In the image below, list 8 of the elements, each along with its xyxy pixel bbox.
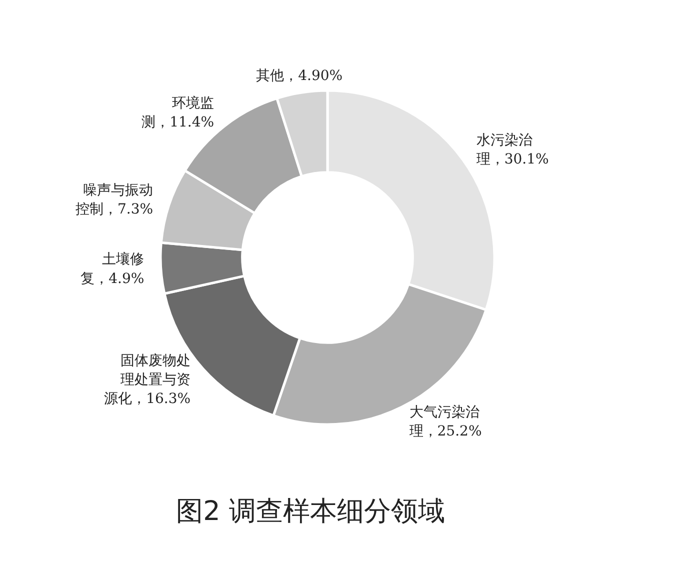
slice-label: 土壤修复，4.9% — [80, 252, 144, 287]
slice-label: 水污染治理，30.1% — [476, 132, 549, 168]
slice-label: 固体废物处理处置与资源化，16.3% — [104, 352, 191, 408]
slice-label: 大气污染治理，25.2% — [409, 404, 482, 440]
slice-label: 环境监测，11.4% — [142, 95, 214, 131]
text: 图2 调查样本细分领域 — [176, 496, 445, 527]
slice-label: 噪声与振动控制，7.3% — [75, 182, 154, 218]
slice-label: 其他，4.90% — [256, 68, 343, 84]
